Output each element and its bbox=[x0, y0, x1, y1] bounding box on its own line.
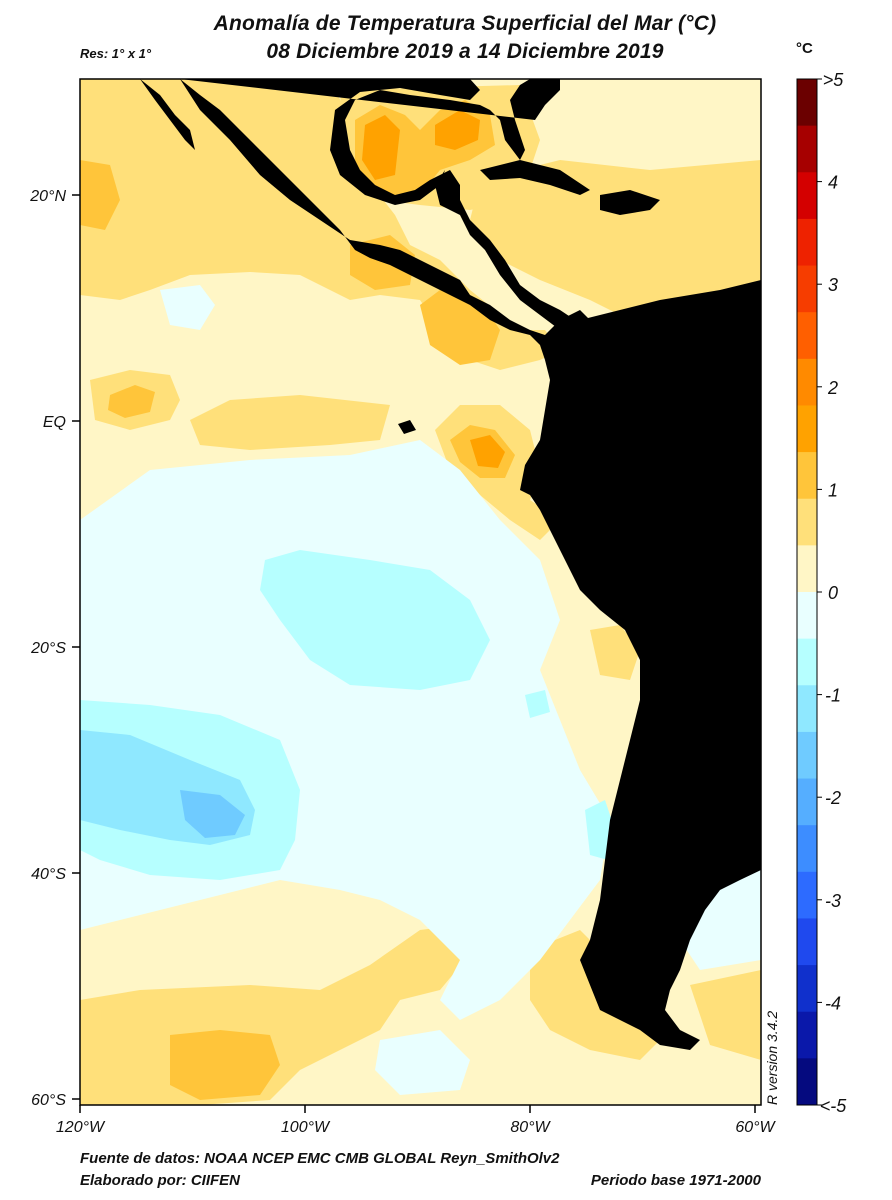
colorbar-label: 2 bbox=[827, 378, 838, 398]
cool-anomaly-core-regions bbox=[180, 790, 245, 838]
colorbar-swatch bbox=[797, 358, 817, 406]
longitude-axis: 120°W 100°W 80°W 60°W bbox=[56, 1105, 777, 1136]
colorbar-swatch bbox=[797, 1011, 817, 1059]
colorbar-label: -2 bbox=[825, 788, 841, 808]
x-tick-label: 120°W bbox=[56, 1119, 106, 1136]
map-panel bbox=[80, 79, 761, 1105]
warm-core-westeq bbox=[108, 385, 155, 418]
warm-region-peru bbox=[590, 625, 640, 680]
colorbar-label: -1 bbox=[825, 686, 841, 706]
colorbar-swatch bbox=[797, 172, 817, 220]
colorbar-swatch bbox=[797, 778, 817, 826]
warm-region-south-east bbox=[690, 970, 761, 1060]
y-tick-label: 20°N bbox=[29, 188, 66, 205]
warm-anomaly-strong-regions bbox=[362, 110, 505, 468]
colorbar-swatch bbox=[797, 218, 817, 267]
resolution-label: Res: 1° x 1° bbox=[80, 46, 152, 61]
colorbar-swatch bbox=[797, 265, 817, 313]
colorbar-swatch bbox=[797, 592, 817, 640]
cool-core-sw-inner bbox=[180, 790, 245, 838]
data-source-label: Fuente de datos: NOAA NCEP EMC CMB GLOBA… bbox=[80, 1150, 560, 1167]
colorbar: >5 4 3 2 1 0 -1 -2 -3 -4 <-5 bbox=[796, 70, 848, 1116]
y-tick-label: EQ bbox=[43, 414, 66, 431]
r-version-label: R version 3.4.2 bbox=[764, 1010, 780, 1105]
land-north-america bbox=[180, 79, 575, 330]
y-tick-label: 20°S bbox=[30, 640, 66, 657]
colorbar-swatch bbox=[797, 405, 817, 453]
x-tick-label: 80°W bbox=[510, 1119, 551, 1136]
colorbar-label: 4 bbox=[828, 173, 838, 193]
colorbar-swatch bbox=[797, 498, 817, 546]
colorbar-swatch bbox=[797, 638, 817, 686]
cool-region-south-coast bbox=[375, 1030, 470, 1095]
cool-region-north-small bbox=[160, 285, 215, 330]
y-tick-label: 40°S bbox=[31, 866, 66, 883]
land-hispaniola bbox=[600, 190, 660, 215]
x-tick-label: 100°W bbox=[281, 1119, 331, 1136]
land-baja bbox=[140, 79, 195, 150]
base-period-label: Periodo base 1971-2000 bbox=[590, 1172, 761, 1189]
colorbar-label: <-5 bbox=[820, 1096, 848, 1116]
cool-core-central bbox=[260, 550, 490, 690]
x-tick-label: 60°W bbox=[735, 1119, 776, 1136]
colorbar-swatch bbox=[797, 1058, 817, 1106]
author-label: Elaborado por: CIIFEN bbox=[80, 1172, 241, 1189]
colorbar-label: 3 bbox=[828, 275, 838, 295]
latitude-axis: 20°N EQ 20°S 40°S 60°S bbox=[29, 188, 80, 1109]
chart-title: Anomalía de Temperatura Superficial del … bbox=[213, 12, 717, 35]
colorbar-label: -4 bbox=[825, 993, 841, 1013]
land-galapagos bbox=[398, 420, 416, 434]
colorbar-swatch bbox=[797, 452, 817, 500]
warm-region-equator bbox=[190, 395, 390, 450]
colorbar-swatch bbox=[797, 312, 817, 360]
colorbar-swatch bbox=[797, 731, 817, 780]
land-mexico-west bbox=[180, 79, 590, 360]
colorbar-label: >5 bbox=[823, 70, 845, 90]
colorbar-swatch bbox=[797, 125, 817, 173]
colorbar-label: 0 bbox=[828, 583, 838, 603]
strong-core-gulf-east bbox=[435, 110, 480, 150]
colorbar-label: -3 bbox=[825, 891, 841, 911]
colorbar-swatch bbox=[797, 825, 817, 873]
warm-region-caribbean bbox=[470, 160, 761, 330]
strong-core-galapagos bbox=[470, 435, 505, 468]
land-masses bbox=[140, 79, 761, 1050]
chart-subtitle: 08 Diciembre 2019 a 14 Diciembre 2019 bbox=[266, 40, 664, 63]
colorbar-swatch bbox=[797, 918, 817, 966]
colorbar-swatch bbox=[797, 871, 817, 919]
warm-core-southern bbox=[170, 1030, 280, 1100]
strong-core-gulf-west bbox=[362, 115, 400, 180]
land-south-america bbox=[520, 280, 761, 1050]
y-tick-label: 60°S bbox=[31, 1092, 66, 1109]
colorbar-swatch bbox=[797, 685, 817, 733]
colorbar-swatch bbox=[797, 965, 817, 1013]
colorbar-swatch bbox=[797, 79, 817, 127]
colorbar-unit: °C bbox=[796, 40, 813, 57]
warm-core-baja bbox=[80, 160, 120, 230]
map-frame bbox=[79, 78, 762, 1106]
colorbar-swatch bbox=[797, 545, 817, 593]
cool-core-small bbox=[525, 690, 550, 718]
land-cuba bbox=[480, 160, 590, 195]
colorbar-label: 1 bbox=[828, 480, 838, 500]
